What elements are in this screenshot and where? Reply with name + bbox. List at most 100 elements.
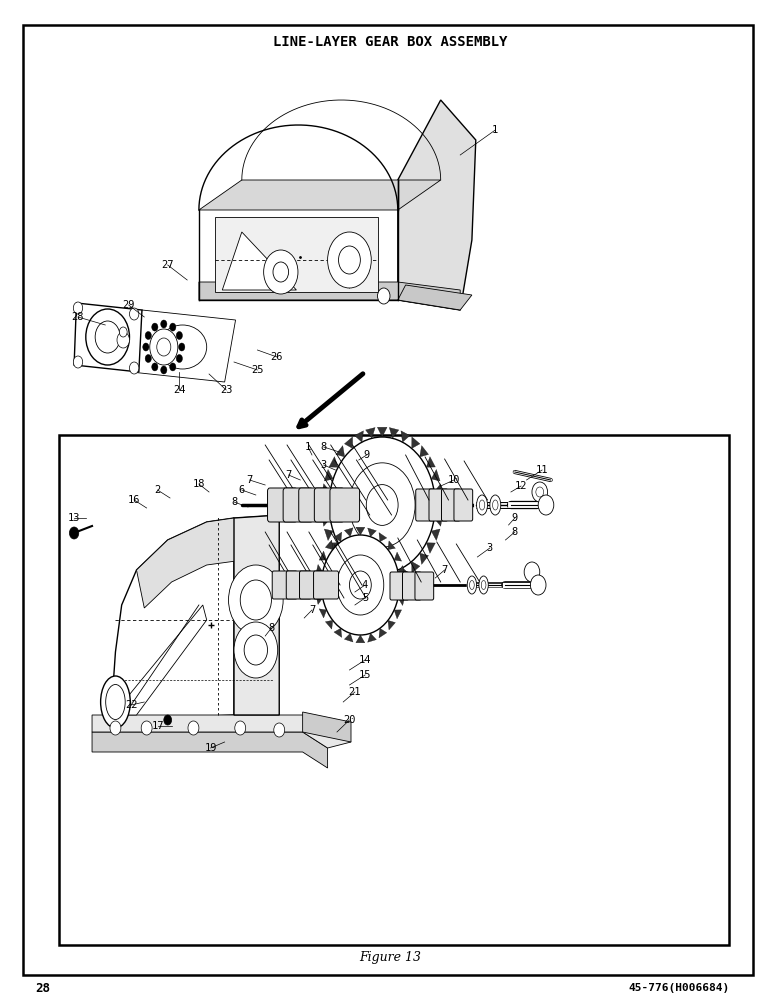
- Polygon shape: [398, 566, 405, 576]
- Polygon shape: [131, 310, 236, 382]
- Polygon shape: [222, 232, 296, 290]
- Circle shape: [161, 320, 167, 328]
- Polygon shape: [435, 499, 443, 511]
- Text: 19: 19: [204, 743, 217, 753]
- Text: 7: 7: [285, 470, 292, 480]
- Polygon shape: [379, 533, 387, 542]
- Circle shape: [532, 482, 548, 502]
- Polygon shape: [121, 605, 207, 715]
- Text: 6: 6: [239, 485, 245, 495]
- Circle shape: [110, 721, 121, 735]
- Text: 21: 21: [349, 687, 361, 697]
- Polygon shape: [399, 580, 406, 591]
- Circle shape: [164, 715, 172, 725]
- Polygon shape: [315, 579, 321, 590]
- Text: 28: 28: [72, 312, 84, 322]
- Ellipse shape: [106, 684, 125, 720]
- FancyBboxPatch shape: [441, 489, 460, 521]
- Circle shape: [150, 329, 178, 365]
- FancyBboxPatch shape: [429, 489, 448, 521]
- Polygon shape: [427, 543, 435, 553]
- Text: 26: 26: [271, 352, 283, 362]
- Circle shape: [188, 721, 199, 735]
- Text: 8: 8: [321, 442, 327, 452]
- Bar: [58, 435, 729, 945]
- Circle shape: [129, 362, 139, 374]
- Text: 10: 10: [448, 475, 460, 485]
- Polygon shape: [321, 499, 329, 511]
- Circle shape: [73, 356, 83, 368]
- Text: 7: 7: [441, 565, 448, 575]
- FancyBboxPatch shape: [314, 571, 339, 599]
- Polygon shape: [345, 562, 353, 573]
- Polygon shape: [319, 551, 327, 560]
- Text: 45-776(H006684): 45-776(H006684): [628, 983, 729, 993]
- Ellipse shape: [470, 580, 474, 589]
- Circle shape: [157, 338, 171, 356]
- Polygon shape: [420, 553, 428, 564]
- Text: Figure 13: Figure 13: [359, 952, 421, 964]
- Circle shape: [235, 721, 246, 735]
- Polygon shape: [336, 553, 345, 564]
- Polygon shape: [401, 431, 410, 442]
- Text: 9: 9: [363, 450, 370, 460]
- Text: 24: 24: [173, 385, 186, 395]
- Text: 4: 4: [362, 580, 368, 590]
- Text: 20: 20: [343, 715, 356, 725]
- Text: 1: 1: [492, 125, 498, 135]
- Polygon shape: [356, 635, 365, 643]
- Polygon shape: [92, 732, 328, 768]
- FancyBboxPatch shape: [416, 489, 434, 521]
- Polygon shape: [367, 633, 377, 642]
- Ellipse shape: [490, 495, 501, 515]
- FancyBboxPatch shape: [314, 488, 344, 522]
- Polygon shape: [389, 428, 399, 438]
- Ellipse shape: [101, 676, 130, 728]
- Bar: [215, 217, 378, 292]
- FancyBboxPatch shape: [330, 488, 360, 522]
- Polygon shape: [316, 564, 323, 575]
- Polygon shape: [354, 431, 363, 442]
- Circle shape: [524, 562, 540, 582]
- Polygon shape: [431, 529, 440, 541]
- Polygon shape: [431, 469, 440, 481]
- Text: 18: 18: [193, 479, 205, 489]
- Circle shape: [349, 571, 371, 599]
- Text: 17: 17: [151, 721, 164, 731]
- Circle shape: [229, 565, 283, 635]
- Circle shape: [378, 288, 390, 304]
- Circle shape: [234, 622, 278, 678]
- Circle shape: [339, 246, 360, 274]
- Circle shape: [119, 327, 127, 337]
- Polygon shape: [324, 469, 333, 481]
- Polygon shape: [398, 285, 472, 310]
- Circle shape: [145, 332, 151, 340]
- Ellipse shape: [158, 325, 207, 369]
- Circle shape: [538, 495, 554, 515]
- Text: 2: 2: [154, 485, 161, 495]
- Circle shape: [86, 309, 129, 365]
- Circle shape: [321, 535, 399, 635]
- Polygon shape: [111, 518, 234, 720]
- Text: LINE-LAYER GEAR BOX ASSEMBLY: LINE-LAYER GEAR BOX ASSEMBLY: [273, 35, 507, 49]
- Polygon shape: [412, 437, 420, 448]
- Ellipse shape: [467, 576, 477, 594]
- Circle shape: [273, 262, 289, 282]
- Polygon shape: [398, 595, 405, 606]
- Circle shape: [274, 723, 285, 737]
- Text: 25: 25: [251, 365, 264, 375]
- Ellipse shape: [479, 500, 485, 510]
- Polygon shape: [324, 529, 333, 541]
- FancyBboxPatch shape: [390, 572, 409, 600]
- Text: 7: 7: [246, 475, 253, 485]
- FancyBboxPatch shape: [283, 488, 313, 522]
- Circle shape: [129, 308, 139, 320]
- Text: 9: 9: [512, 513, 518, 523]
- Text: 1: 1: [305, 442, 311, 452]
- Polygon shape: [329, 457, 338, 467]
- Circle shape: [170, 323, 176, 331]
- Text: 8: 8: [512, 527, 518, 537]
- Circle shape: [73, 302, 83, 314]
- Polygon shape: [319, 609, 327, 618]
- Circle shape: [176, 355, 183, 362]
